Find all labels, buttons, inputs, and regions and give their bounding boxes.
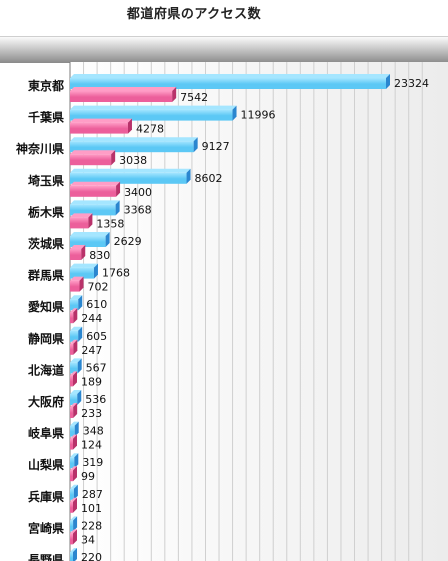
bar-series-a <box>70 168 191 184</box>
value-label-series-a: 11996 <box>241 109 276 122</box>
bar-series-a <box>70 74 390 89</box>
chart-title: 都道府県のアクセス数 <box>126 7 262 22</box>
chart-header-band <box>0 36 448 63</box>
bar-series-b <box>70 213 93 229</box>
value-label-series-b: 830 <box>89 249 110 262</box>
value-label-series-b: 3038 <box>119 154 147 167</box>
category-label: 東京都 <box>28 78 64 93</box>
bar-series-b <box>70 308 78 324</box>
value-label-series-a: 348 <box>83 425 104 438</box>
value-label-series-a: 605 <box>86 330 107 343</box>
value-label-series-a: 8602 <box>195 172 223 185</box>
bar-series-a <box>70 358 82 374</box>
value-label-series-b: 3400 <box>124 186 152 199</box>
bar-series-b <box>70 371 77 387</box>
category-label: 宮崎県 <box>28 520 64 535</box>
category-label: 栃木県 <box>28 204 64 219</box>
category-label: 兵庫県 <box>28 489 64 504</box>
value-label-series-b: 124 <box>81 439 102 452</box>
bar-series-b <box>70 276 84 292</box>
bar-series-b <box>70 118 132 134</box>
category-label: 茨城県 <box>28 236 64 251</box>
value-label-series-b: 99 <box>81 470 95 483</box>
category-label: 静岡県 <box>28 331 64 346</box>
bar-series-a <box>70 232 110 247</box>
value-label-series-a: 287 <box>82 488 103 501</box>
value-label-series-b: 247 <box>81 344 102 357</box>
value-label-series-a: 228 <box>81 519 102 532</box>
bar-series-a <box>70 548 77 561</box>
category-label: 北海道 <box>28 362 64 377</box>
bar-series-b <box>70 434 77 450</box>
category-label: 岐阜県 <box>28 426 64 441</box>
bar-series-b <box>70 245 86 260</box>
value-label-series-a: 9127 <box>202 140 230 153</box>
value-label-series-b: 244 <box>81 312 102 325</box>
bar-series-b <box>70 529 77 545</box>
value-label-series-a: 536 <box>85 393 106 406</box>
value-label-series-b: 7542 <box>180 91 208 104</box>
category-label: 長野県 <box>28 552 64 561</box>
bar-series-a <box>70 421 79 437</box>
value-label-series-b: 4278 <box>136 123 164 136</box>
value-label-series-b: 702 <box>88 281 109 294</box>
horizontal-bar-chart: 東京都 23324 7542 千葉県 11996 4278 神奈川県 9127 3038 埼玉県 8… <box>16 62 448 561</box>
category-label: 大阪府 <box>28 394 64 409</box>
value-label-series-a: 2629 <box>114 235 142 248</box>
value-label-series-a: 23324 <box>394 77 429 90</box>
value-label-series-a: 567 <box>86 361 107 374</box>
value-label-series-a: 319 <box>82 456 103 469</box>
bar-series-a <box>70 390 82 405</box>
category-label: 埼玉県 <box>28 173 64 188</box>
category-label: 千葉県 <box>28 110 64 125</box>
value-label-series-a: 3368 <box>124 203 152 216</box>
bar-series-a <box>70 295 83 311</box>
bar-series-a <box>70 453 79 469</box>
bar-series-a <box>70 200 120 216</box>
bar-series-a <box>70 263 98 279</box>
bar-series-a <box>70 484 78 500</box>
bar-series-a <box>70 516 78 532</box>
category-label: 群馬県 <box>27 268 64 283</box>
value-label-series-a: 610 <box>86 298 107 311</box>
bar-series-a <box>70 105 237 121</box>
value-label-series-a: 1768 <box>102 267 130 280</box>
value-label-series-b: 1358 <box>96 217 124 230</box>
value-label-series-b: 34 <box>81 533 95 546</box>
bar-series-b <box>70 87 177 102</box>
bar-series-a <box>70 137 198 153</box>
plot-area <box>70 62 448 561</box>
value-label-series-b: 233 <box>81 407 102 420</box>
value-label-series-b: 101 <box>81 502 102 515</box>
value-label-series-b: 189 <box>81 375 102 388</box>
category-label: 山梨県 <box>28 457 64 472</box>
bar-series-b <box>70 150 116 166</box>
bar-series-b <box>70 497 77 513</box>
bar-series-a <box>70 326 83 342</box>
value-label-series-a: 220 <box>81 551 102 561</box>
bar-series-b <box>70 339 78 355</box>
category-label: 愛知県 <box>28 299 64 314</box>
category-label: 神奈川県 <box>16 141 64 156</box>
bar-series-b <box>70 181 121 197</box>
bar-series-b <box>70 403 78 418</box>
bar-series-b <box>70 466 77 482</box>
